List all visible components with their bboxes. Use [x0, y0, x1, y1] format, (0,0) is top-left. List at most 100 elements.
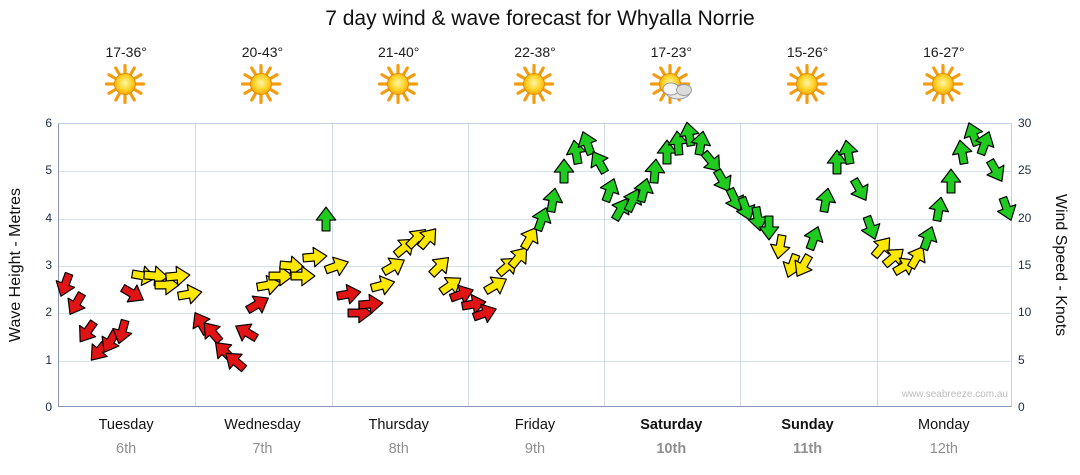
wind-arrow — [947, 137, 977, 167]
wind-arrow — [968, 126, 1001, 159]
wind-arrow — [58, 286, 94, 322]
wind-arrow — [938, 168, 964, 194]
h-gridline — [59, 313, 1011, 315]
left-axis-tick: 2 — [45, 305, 52, 320]
wind-arrow — [811, 185, 841, 215]
wind-arrow — [991, 193, 1024, 226]
wind-arrow — [48, 268, 81, 301]
h-gridline — [59, 218, 1011, 220]
day-name-label: Thursday — [368, 417, 429, 433]
left-axis-label: Wave Height - Metres — [7, 187, 24, 343]
day-date-label: 7th — [252, 441, 273, 457]
left-axis-tick: 1 — [45, 352, 52, 367]
sun-icon — [103, 63, 149, 106]
chart-title: 7 day wind & wave forecast for Whyalla N… — [325, 7, 755, 30]
wind-arrow — [603, 191, 639, 227]
day-separator-gridline — [195, 124, 197, 406]
wind-arrow — [321, 249, 354, 282]
wind-arrow — [278, 252, 306, 280]
wind-arrow — [69, 314, 105, 350]
day-separator-gridline — [604, 124, 606, 406]
day-name-label: Saturday — [640, 417, 703, 433]
sun-icon — [921, 63, 967, 106]
day-temp-range: 17-36° — [105, 44, 147, 60]
wind-arrow — [106, 316, 138, 348]
day-name-label: Friday — [514, 417, 556, 433]
day-date-label: 12th — [929, 441, 958, 457]
wind-arrow — [581, 144, 617, 180]
wind-arrow — [513, 220, 549, 256]
day-separator-gridline — [876, 124, 878, 406]
wind-arrow — [694, 144, 731, 181]
wind-arrow — [706, 163, 742, 199]
day-temp-range: 21-40° — [378, 44, 420, 60]
wind-arrow — [525, 202, 558, 235]
wind-arrow — [924, 194, 954, 224]
day-temp-range: 16-27° — [923, 44, 965, 60]
day-separator-gridline — [467, 124, 469, 406]
wind-arrow — [290, 263, 316, 289]
wind-arrow — [501, 238, 538, 275]
day-name-label: Wednesday — [224, 417, 301, 433]
wind-arrow — [194, 314, 231, 351]
wind-arrow — [468, 297, 501, 330]
right-axis-tick: 25 — [1018, 163, 1032, 178]
wind-arrow — [538, 185, 568, 215]
wind-arrow — [842, 173, 878, 209]
wind-arrow — [229, 315, 265, 351]
left-axis-tick: 3 — [45, 258, 52, 272]
sun-icon — [239, 63, 285, 106]
day-date-label: 8th — [388, 441, 409, 457]
right-axis-label: Wind Speed - Knots — [1052, 193, 1069, 337]
wind-arrow — [875, 238, 912, 275]
day-temp-range: 17-23° — [650, 44, 692, 60]
wind-arrow — [756, 215, 782, 241]
left-axis-tick: 4 — [45, 210, 52, 225]
sun-icon — [512, 63, 558, 106]
wind-arrow — [376, 248, 412, 284]
wind-arrow — [615, 182, 650, 217]
left-axis-tick: 0 — [45, 400, 52, 414]
wind-arrow — [217, 342, 254, 379]
sun-icon — [376, 63, 422, 106]
day-date-label: 6th — [116, 441, 137, 457]
wind-arrow — [911, 221, 944, 254]
right-axis-tick: 5 — [1018, 352, 1025, 367]
wind-arrow — [593, 174, 626, 207]
wind-arrow — [175, 279, 205, 309]
wind-arrow — [561, 137, 591, 167]
right-axis-tick: 0 — [1018, 400, 1025, 414]
day-date-label: 11th — [793, 441, 823, 457]
wind-arrow — [141, 261, 169, 289]
watermark: www.seabreeze.com.au — [901, 389, 1008, 400]
wind-arrow — [570, 126, 603, 159]
day-date-label: 10th — [656, 441, 687, 457]
right-axis-tick: 30 — [1018, 116, 1032, 130]
wind-arrow — [357, 290, 385, 318]
day-name-label: Tuesday — [98, 417, 154, 433]
h-gridline — [59, 266, 1011, 267]
sun-icon — [785, 63, 831, 106]
wind-arrow — [254, 270, 284, 300]
wind-arrow — [628, 174, 660, 206]
day-date-label: 9th — [524, 441, 546, 457]
wind-arrow — [729, 193, 762, 226]
wind-arrow — [864, 229, 901, 266]
plot-area — [55, 121, 1017, 407]
wind-arrow — [410, 219, 447, 256]
wind-arrow — [854, 211, 887, 244]
day-temp-range: 22-38° — [514, 44, 556, 60]
wind-arrow — [686, 128, 716, 158]
wind-arrow — [367, 269, 399, 301]
day-name-label: Sunday — [781, 417, 834, 433]
day-temp-range: 15-26° — [786, 44, 829, 60]
h-gridline — [59, 171, 1011, 173]
wind-arrow — [978, 154, 1014, 190]
right-axis-tick: 20 — [1018, 210, 1032, 225]
wind-arrow — [765, 232, 795, 262]
left-axis-tick: 6 — [45, 116, 52, 130]
wind-arrow — [551, 158, 577, 184]
day-separator-gridline — [740, 124, 742, 406]
left-axis-tick: 5 — [45, 163, 52, 178]
